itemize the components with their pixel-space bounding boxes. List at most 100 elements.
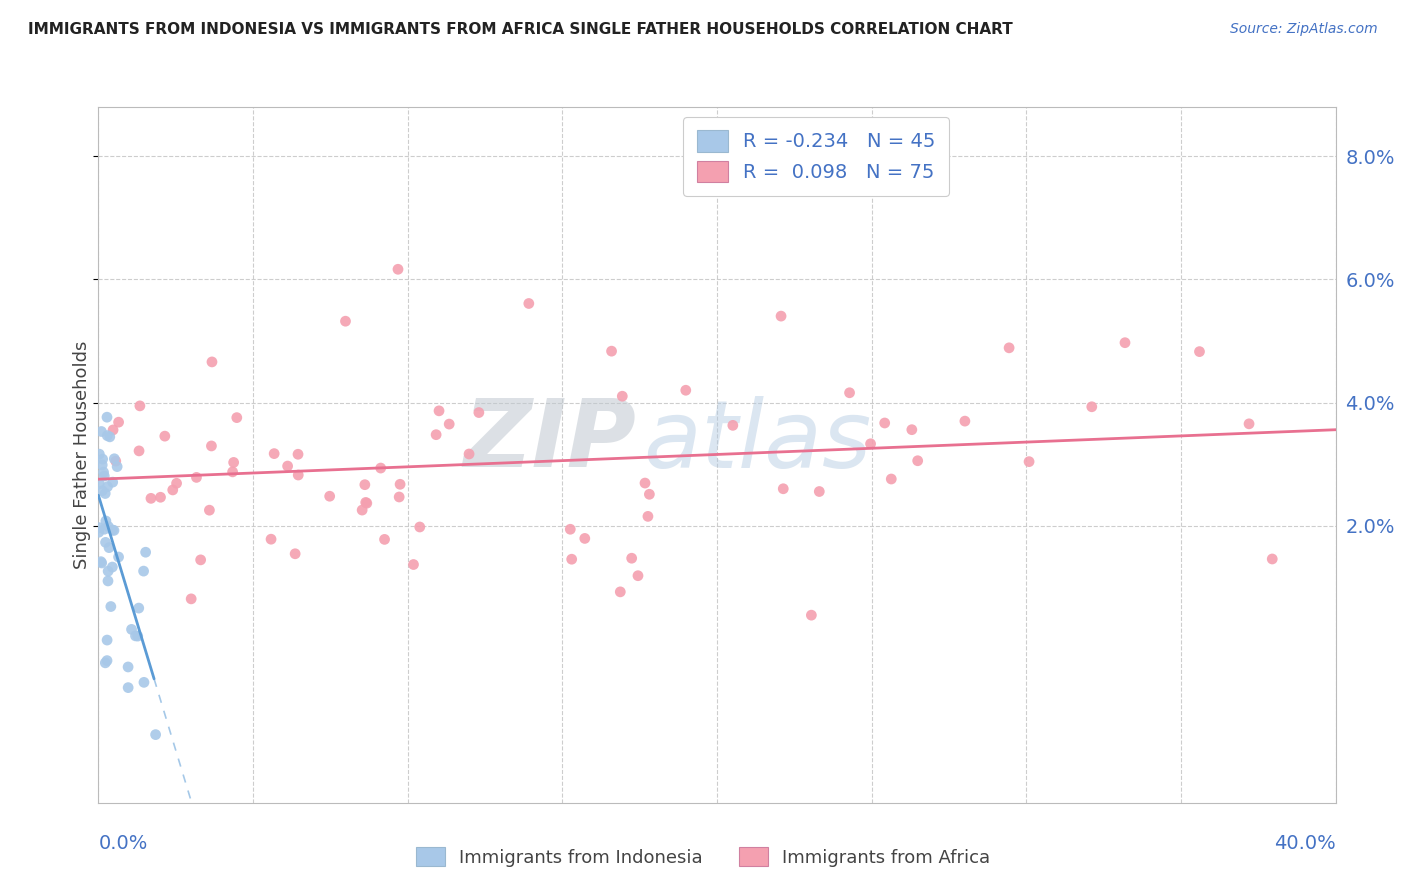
- Point: [427, 404, 450, 418]
- Point: [145, 728, 167, 742]
- Point: [128, 399, 150, 413]
- Point: [1261, 552, 1284, 566]
- Point: [201, 355, 224, 369]
- Point: [96, 428, 118, 442]
- Point: [127, 629, 149, 643]
- Point: [374, 533, 396, 547]
- Point: [402, 558, 425, 572]
- Text: IMMIGRANTS FROM INDONESIA VS IMMIGRANTS FROM AFRICA SINGLE FATHER HOUSEHOLDS COR: IMMIGRANTS FROM INDONESIA VS IMMIGRANTS …: [28, 22, 1012, 37]
- Point: [277, 458, 299, 473]
- Point: [560, 522, 582, 536]
- Text: 0.0%: 0.0%: [98, 834, 148, 853]
- Point: [356, 496, 378, 510]
- Point: [98, 430, 121, 444]
- Point: [437, 417, 460, 431]
- Point: [637, 509, 659, 524]
- Y-axis label: Single Father Households: Single Father Households: [73, 341, 91, 569]
- Text: atlas: atlas: [643, 395, 872, 486]
- Point: [318, 489, 340, 503]
- Point: [838, 385, 860, 400]
- Point: [89, 447, 111, 461]
- Point: [561, 552, 583, 566]
- Point: [638, 487, 661, 501]
- Point: [287, 447, 309, 461]
- Point: [675, 383, 697, 397]
- Point: [97, 574, 120, 588]
- Point: [90, 555, 112, 569]
- Point: [96, 633, 118, 648]
- Point: [287, 468, 309, 483]
- Point: [105, 459, 128, 474]
- Point: [91, 458, 114, 472]
- Point: [880, 472, 903, 486]
- Point: [101, 560, 124, 574]
- Point: [634, 476, 657, 491]
- Point: [468, 406, 491, 420]
- Point: [180, 591, 202, 606]
- Point: [153, 429, 176, 443]
- Point: [93, 469, 115, 483]
- Point: [117, 660, 139, 674]
- Point: [162, 483, 184, 497]
- Point: [117, 681, 139, 695]
- Point: [354, 495, 377, 509]
- Point: [612, 389, 634, 403]
- Point: [103, 524, 125, 538]
- Point: [600, 344, 623, 359]
- Point: [186, 470, 208, 484]
- Point: [627, 568, 650, 582]
- Point: [458, 447, 481, 461]
- Point: [135, 545, 157, 559]
- Point: [94, 656, 117, 670]
- Point: [772, 482, 794, 496]
- Point: [387, 262, 409, 277]
- Point: [166, 476, 188, 491]
- Point: [409, 520, 432, 534]
- Point: [107, 549, 129, 564]
- Legend: Immigrants from Indonesia, Immigrants from Africa: Immigrants from Indonesia, Immigrants fr…: [409, 840, 997, 874]
- Point: [353, 477, 375, 491]
- Point: [124, 629, 146, 643]
- Point: [87, 525, 110, 540]
- Point: [1237, 417, 1260, 431]
- Point: [517, 296, 540, 310]
- Point: [128, 601, 150, 615]
- Point: [200, 439, 222, 453]
- Point: [90, 425, 112, 439]
- Point: [97, 519, 120, 533]
- Point: [132, 675, 155, 690]
- Point: [225, 410, 247, 425]
- Point: [96, 480, 118, 494]
- Point: [121, 623, 143, 637]
- Point: [609, 585, 631, 599]
- Point: [370, 461, 392, 475]
- Point: [90, 556, 112, 570]
- Point: [104, 454, 127, 468]
- Point: [101, 523, 124, 537]
- Point: [94, 514, 117, 528]
- Point: [873, 416, 896, 430]
- Point: [94, 486, 117, 500]
- Point: [149, 490, 172, 504]
- Point: [93, 465, 115, 479]
- Legend: R = -0.234   N = 45, R =  0.098   N = 75: R = -0.234 N = 45, R = 0.098 N = 75: [683, 117, 949, 196]
- Point: [998, 341, 1021, 355]
- Point: [100, 599, 122, 614]
- Point: [800, 608, 823, 623]
- Point: [91, 452, 114, 467]
- Point: [260, 532, 283, 546]
- Point: [98, 541, 121, 555]
- Text: ZIP: ZIP: [464, 395, 637, 487]
- Point: [107, 415, 129, 429]
- Point: [96, 654, 118, 668]
- Point: [574, 532, 596, 546]
- Text: Source: ZipAtlas.com: Source: ZipAtlas.com: [1230, 22, 1378, 37]
- Point: [198, 503, 221, 517]
- Point: [901, 423, 924, 437]
- Point: [284, 547, 307, 561]
- Point: [859, 437, 882, 451]
- Point: [94, 535, 117, 549]
- Point: [808, 484, 831, 499]
- Point: [620, 551, 643, 566]
- Point: [1018, 455, 1040, 469]
